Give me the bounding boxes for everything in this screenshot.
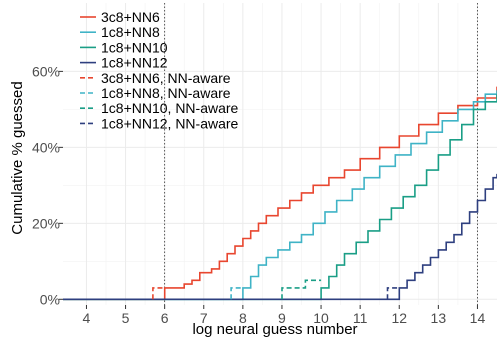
y-tick-label: 40% [32, 139, 60, 155]
legend-label: 1c8+NN8 [101, 24, 160, 40]
axes: 4 5 6 7 8 9 10 11 12 13 14 0% 20% 40% 60% [32, 63, 485, 326]
y-tick-label: 0% [40, 291, 60, 307]
series-line [63, 86, 497, 301]
reference-lines [164, 3, 478, 305]
legend-label: 3c8+NN6, NN-aware [101, 70, 231, 86]
x-tick-label: 7 [200, 310, 208, 326]
series-line [230, 287, 243, 300]
x-tick-label: 6 [161, 310, 169, 326]
x-tick-label: 13 [431, 310, 447, 326]
y-tick-label: 60% [32, 63, 60, 79]
y-axis-title: Cumulative % guessed [9, 81, 26, 234]
series-line [63, 90, 497, 301]
legend-label: 1c8+NN12 [101, 55, 168, 71]
x-axis-title: log neural guess number [192, 321, 357, 338]
x-tick-label: 12 [391, 310, 407, 326]
y-tick-label: 20% [32, 215, 60, 231]
series-lines [63, 86, 497, 301]
legend-label: 1c8+NN8, NN-aware [101, 85, 231, 101]
legend-label: 3c8+NN6 [101, 9, 160, 25]
x-tick-label: 8 [239, 310, 247, 326]
series-line [281, 279, 322, 300]
series-line [152, 287, 165, 300]
x-tick-label: 9 [278, 310, 286, 326]
series-line [386, 287, 400, 300]
series-line [63, 94, 497, 301]
x-tick-label: 10 [313, 310, 329, 326]
legend-label: 1c8+NN10 [101, 39, 168, 55]
legend-label: 1c8+NN12, NN-aware [101, 115, 239, 131]
series-line [63, 173, 497, 301]
legend-label: 1c8+NN10, NN-aware [101, 100, 239, 116]
x-tick-label: 5 [122, 310, 130, 326]
x-tick-label: 4 [83, 310, 91, 326]
x-tick-label: 14 [470, 310, 486, 326]
x-tick-label: 11 [353, 310, 368, 326]
